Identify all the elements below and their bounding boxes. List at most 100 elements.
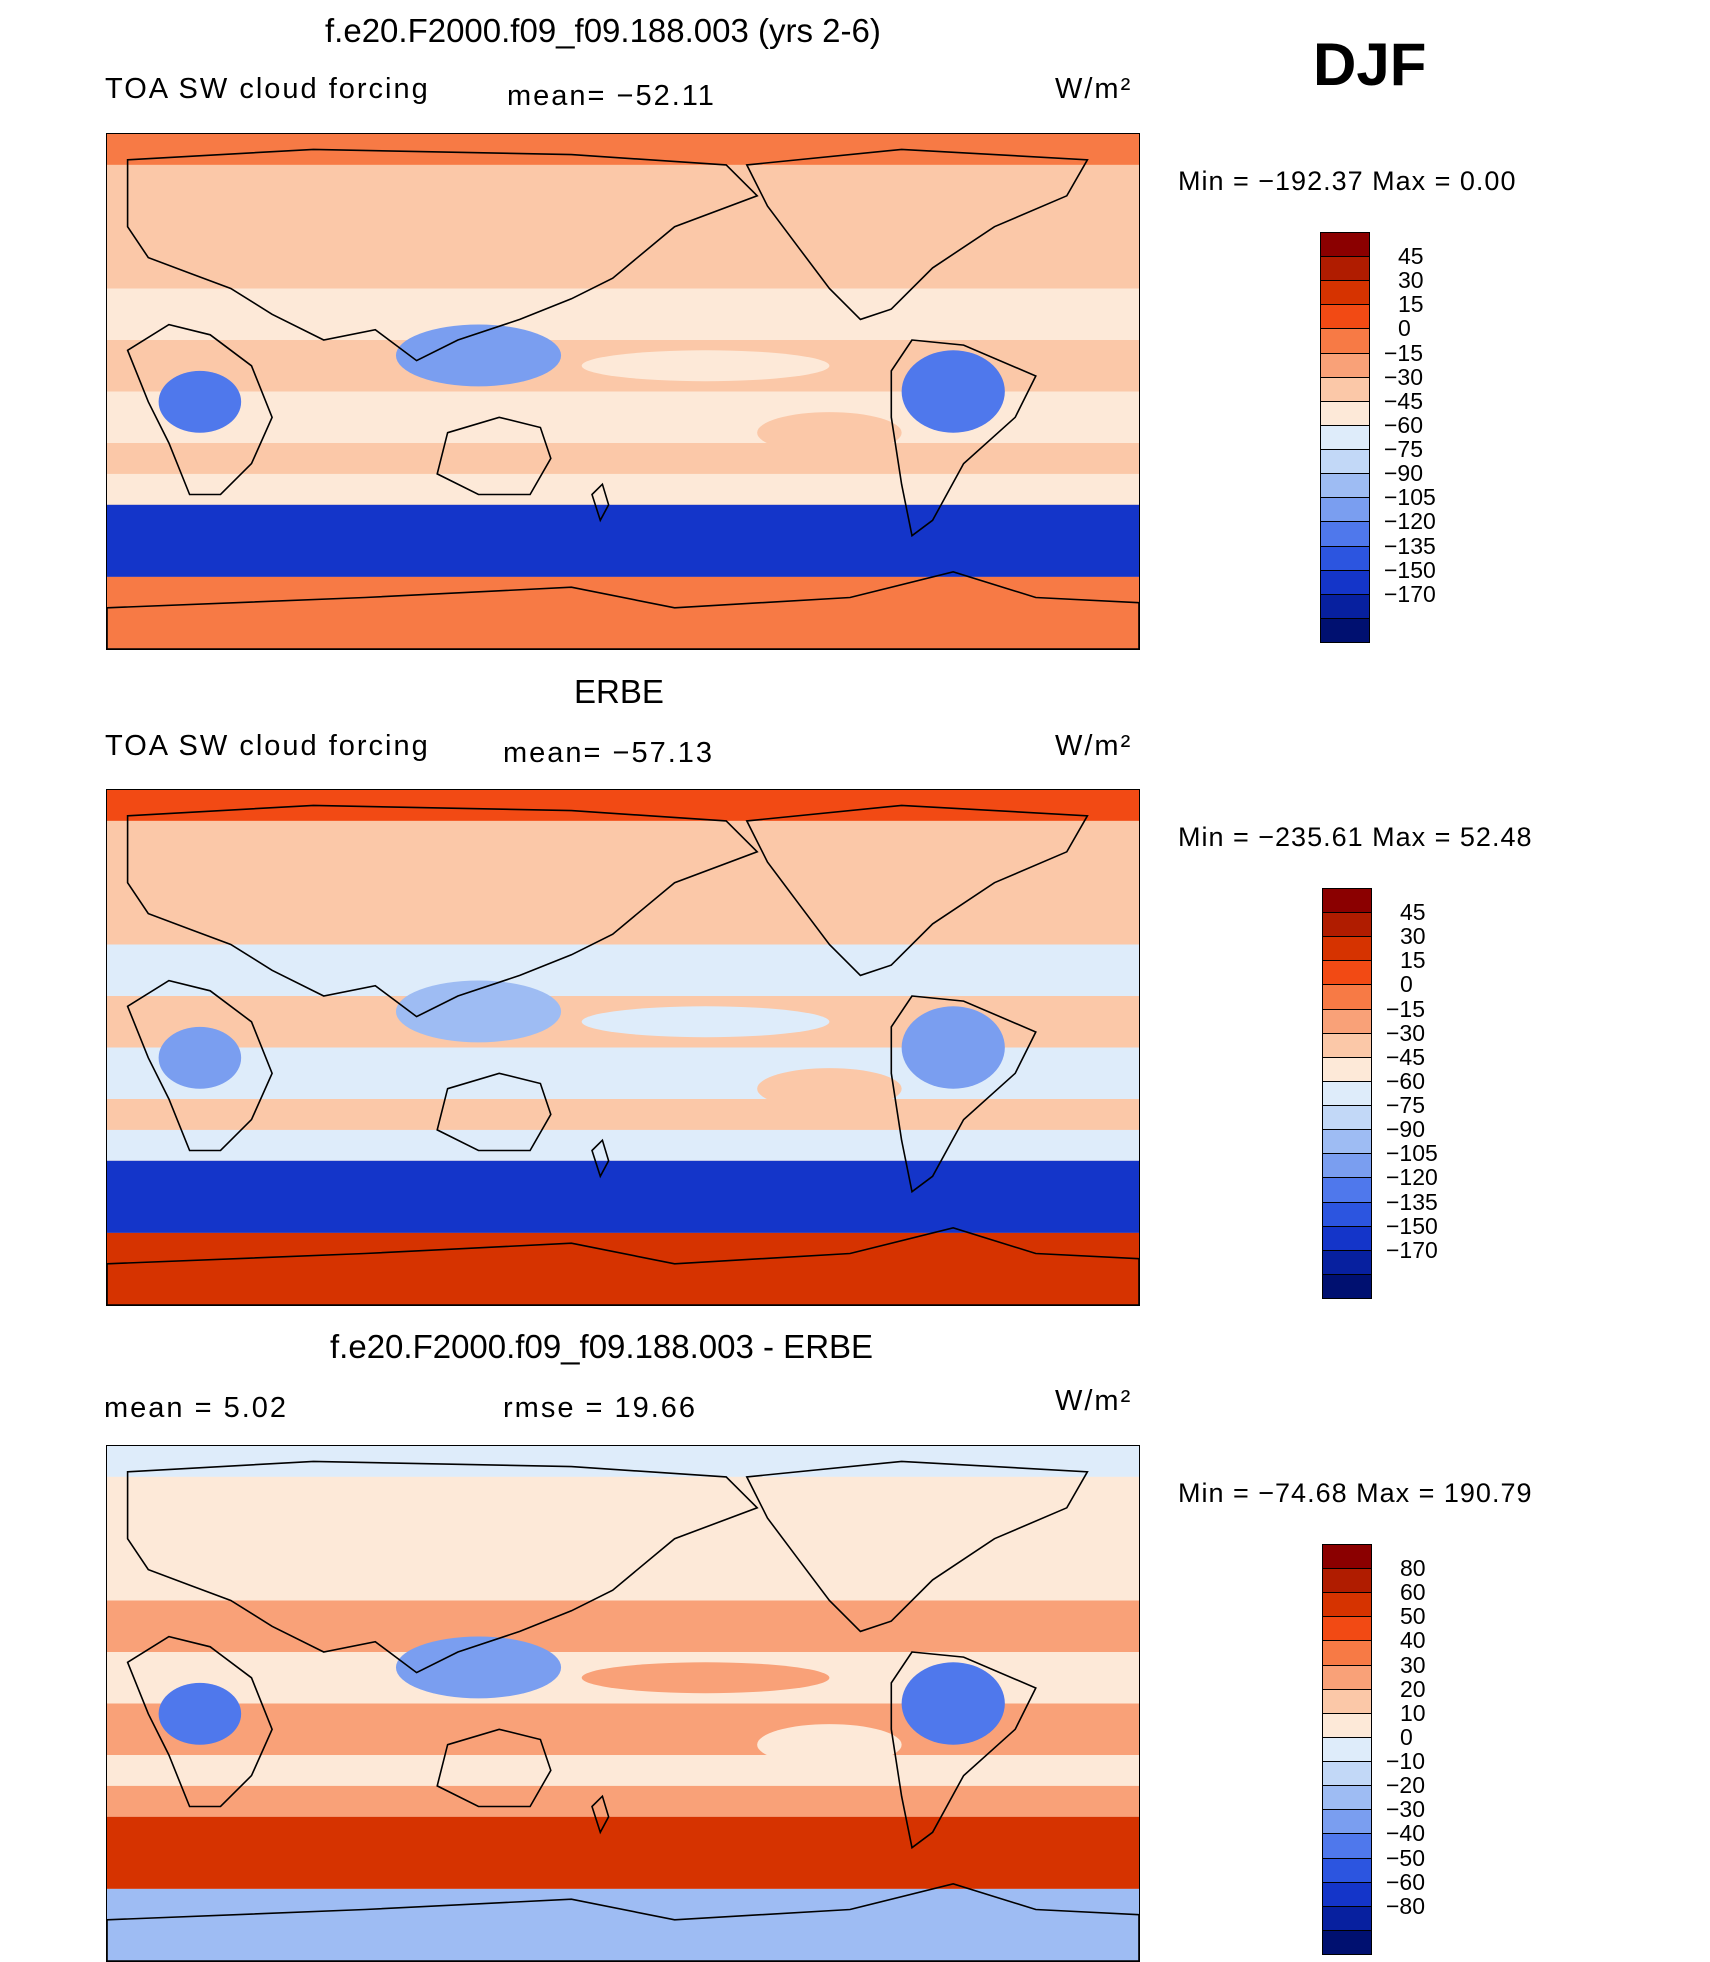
colorbar-tick-label: 20 xyxy=(1400,1675,1426,1702)
panel2-units: W/m² xyxy=(1055,730,1133,762)
colorbar-box xyxy=(1322,1105,1372,1131)
coastline xyxy=(745,148,1089,321)
panel1-map xyxy=(106,133,1140,650)
panel2-variable-label: TOA SW cloud forcing xyxy=(105,730,430,762)
colorbar-tick-label: 40 xyxy=(1400,1627,1426,1654)
coastline xyxy=(436,1728,552,1808)
colorbar-box xyxy=(1322,1785,1372,1811)
colorbar-tick-label: −80 xyxy=(1386,1892,1426,1919)
colorbar-box xyxy=(1320,617,1370,643)
colorbar-box xyxy=(1322,1736,1372,1763)
colorbar-tick-label: −90 xyxy=(1384,460,1424,487)
map-band-subtropics xyxy=(107,1099,1139,1130)
colorbar-box xyxy=(1320,304,1370,330)
map-region-tropical_pacific xyxy=(581,1006,830,1038)
colorbar-tick-label: −105 xyxy=(1386,1140,1438,1167)
panel1-title: f.e20.F2000.f09_f09.188.003 (yrs 2-6) xyxy=(325,12,881,49)
colorbar-box xyxy=(1322,1640,1372,1666)
colorbar-box xyxy=(1320,424,1370,451)
map-band-polar_north xyxy=(107,134,1139,165)
panel1-colorbar: 45 30 15 0 −15 −30 −45 −60 −75 −90 −105 −120 −135 −15… xyxy=(1320,232,1460,643)
colorbar-box xyxy=(1320,569,1370,595)
colorbar-box xyxy=(1320,497,1370,523)
colorbar-tick-label: −170 xyxy=(1384,580,1436,607)
colorbar-box xyxy=(1322,1129,1372,1155)
colorbar-box xyxy=(1320,376,1370,402)
colorbar-tick-label: −10 xyxy=(1386,1748,1426,1775)
panel3-minmax: Min = −74.68 Max = 190.79 xyxy=(1178,1478,1533,1508)
map-region-subtropics xyxy=(757,412,902,454)
colorbar-box xyxy=(1320,232,1370,258)
coastline xyxy=(107,570,1139,649)
panel2-map xyxy=(106,789,1140,1306)
coastline xyxy=(591,482,610,523)
colorbar-tick-label: −60 xyxy=(1386,1067,1426,1094)
coastline xyxy=(436,1072,552,1152)
colorbar-tick-label: −170 xyxy=(1386,1236,1438,1263)
colorbar-box xyxy=(1322,1080,1372,1107)
panel3-mean: mean = 5.02 xyxy=(104,1392,289,1424)
colorbar-box xyxy=(1322,1273,1372,1299)
colorbar-tick-label: −50 xyxy=(1386,1844,1426,1871)
map-band-tropical_pacific xyxy=(107,288,1139,340)
colorbar-box xyxy=(1320,400,1370,426)
colorbar-box xyxy=(1322,1616,1372,1642)
coastline xyxy=(745,1460,1089,1633)
colorbar-box xyxy=(1322,1153,1372,1179)
colorbar-tick-label: 45 xyxy=(1398,243,1424,270)
coastline xyxy=(126,148,759,362)
colorbar-tick-label: 30 xyxy=(1400,1651,1426,1678)
colorbar-tick-label: 15 xyxy=(1400,947,1426,974)
map-region-amazon xyxy=(901,1006,1005,1089)
map-region-subtropics xyxy=(757,1068,902,1110)
map-band-subtropics xyxy=(107,443,1139,474)
colorbar-tick-label: 0 xyxy=(1400,1723,1413,1750)
map-region-maritime_continent xyxy=(395,1636,562,1699)
map-region-subtropics xyxy=(757,1724,902,1766)
map-band-tropical_pacific xyxy=(107,1600,1139,1652)
coastline xyxy=(126,1635,273,1808)
map-region-southern_africa xyxy=(158,1682,242,1745)
map-band-antarctica xyxy=(107,1232,1139,1305)
colorbar-tick-label: 80 xyxy=(1400,1555,1426,1582)
coastline xyxy=(126,323,273,496)
colorbar-box xyxy=(1322,888,1372,914)
map-band-subtropics xyxy=(107,164,1139,289)
colorbar-tick-label: 15 xyxy=(1398,291,1424,318)
panel3-rmse: rmse = 19.66 xyxy=(503,1392,698,1424)
map-region-amazon xyxy=(901,1662,1005,1745)
panel1-mean: mean= −52.11 xyxy=(507,80,716,112)
panel1-minmax: Min = −192.37 Max = 0.00 xyxy=(1178,166,1517,196)
map-region-amazon xyxy=(901,350,1005,433)
colorbar-tick-label: 60 xyxy=(1400,1579,1426,1606)
colorbar-box xyxy=(1320,352,1370,378)
colorbar-tick-label: −75 xyxy=(1384,436,1424,463)
colorbar-box xyxy=(1322,1032,1372,1058)
map-band-southern_ocean xyxy=(107,504,1139,577)
map-band-polar_north xyxy=(107,1446,1139,1477)
colorbar-tick-label: 0 xyxy=(1398,315,1411,342)
panel2-colorbar: 45 30 15 0 −15 −30 −45 −60 −75 −90 −105 −120 −135 −15… xyxy=(1322,888,1462,1299)
colorbar-tick-label: −30 xyxy=(1386,1796,1426,1823)
colorbar-box xyxy=(1320,328,1370,354)
coastline xyxy=(890,995,1037,1194)
season-label: DJF xyxy=(1313,31,1427,98)
coastline xyxy=(745,804,1089,977)
colorbar-tick-label: 50 xyxy=(1400,1603,1426,1630)
colorbar-box xyxy=(1322,1177,1372,1203)
panel3-colorbar: 80 60 50 40 30 20 10 0 −10 −20 −30 −40 −50 −60 −80 xyxy=(1322,1544,1462,1955)
map-region-tropical_pacific xyxy=(581,350,830,382)
colorbar-box xyxy=(1322,1568,1372,1594)
colorbar-box xyxy=(1322,1592,1372,1618)
colorbar-tick-label: −135 xyxy=(1384,532,1436,559)
colorbar-box xyxy=(1322,1008,1372,1034)
colorbar-tick-label: 30 xyxy=(1398,267,1424,294)
panel1-variable-label: TOA SW cloud forcing xyxy=(105,73,430,105)
map-band-southern_ocean xyxy=(107,1160,1139,1233)
colorbar-box xyxy=(1322,1201,1372,1227)
colorbar-box xyxy=(1320,449,1370,475)
colorbar-box xyxy=(1320,473,1370,499)
colorbar-tick-label: 10 xyxy=(1400,1699,1426,1726)
colorbar-tick-label: −30 xyxy=(1386,1019,1426,1046)
colorbar-box xyxy=(1322,1833,1372,1859)
